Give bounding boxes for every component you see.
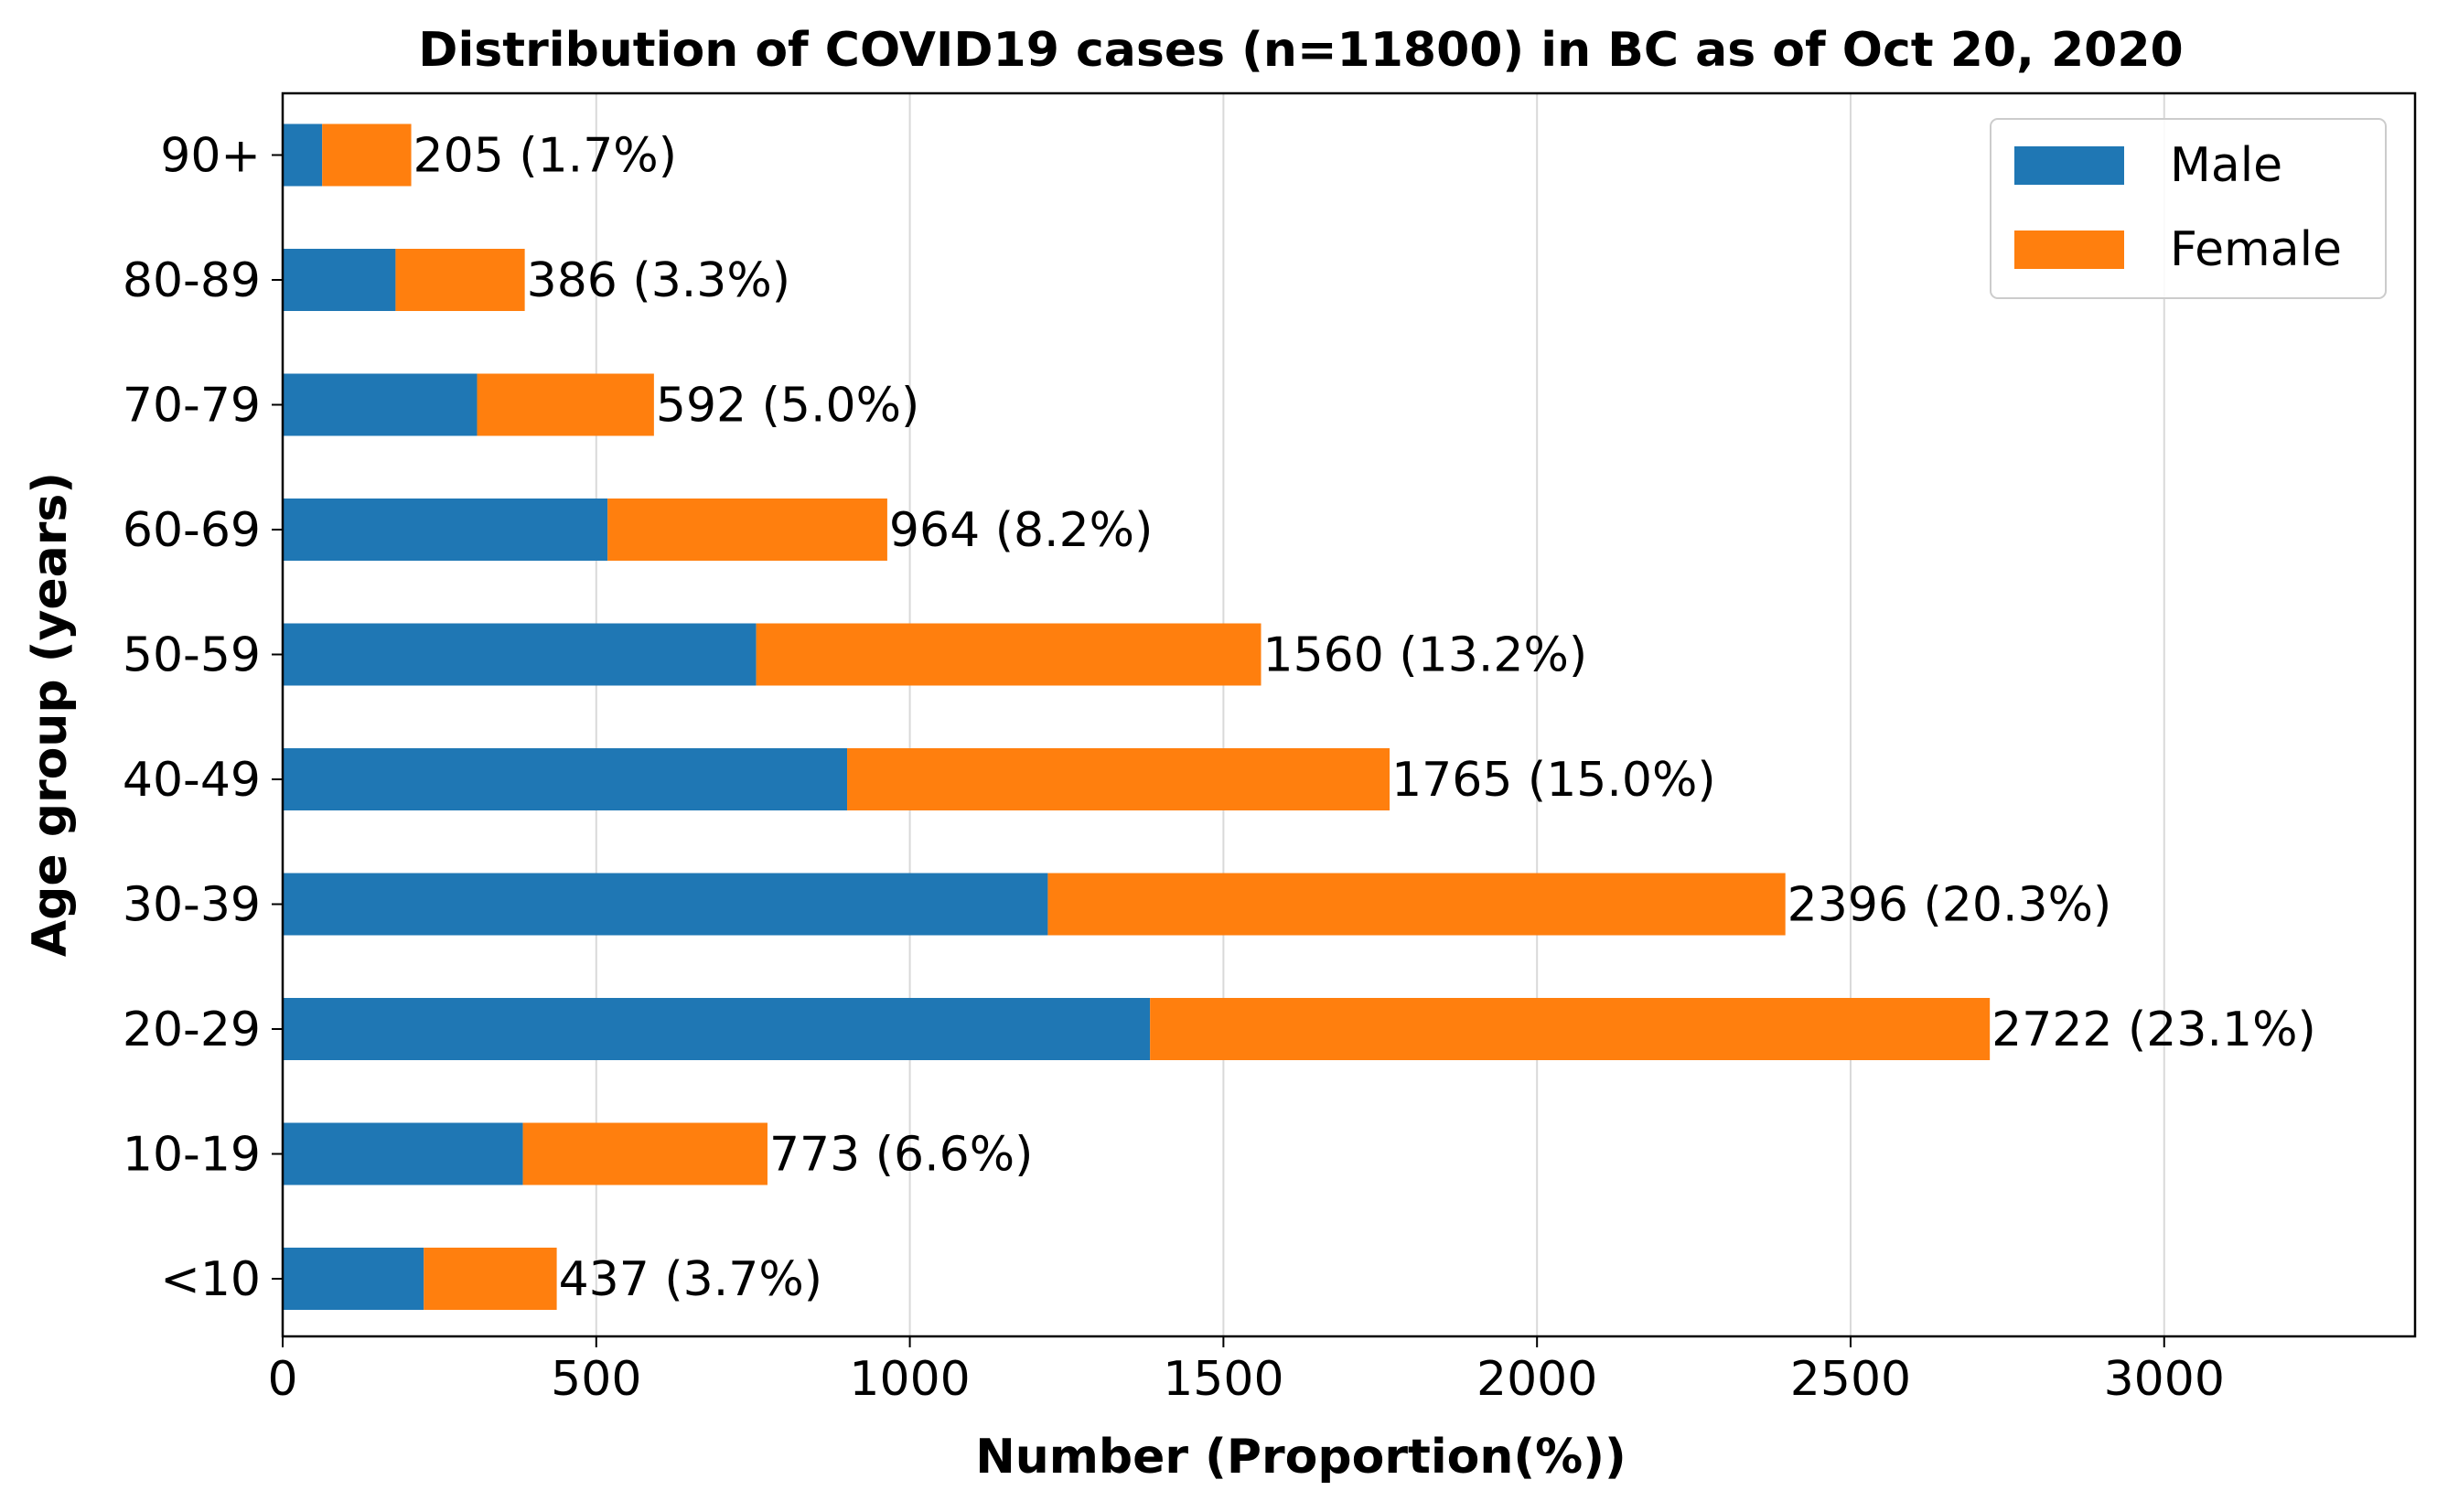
gridlines: [282, 93, 2165, 1336]
bar-female-8: [395, 249, 525, 311]
y-tick-label: <10: [160, 1252, 261, 1307]
y-tick-label: 60-69: [123, 503, 261, 558]
y-tick-label: 20-29: [123, 1003, 261, 1057]
legend-label-male: Male: [2170, 138, 2282, 193]
x-axis-label: Number (Proportion(%)): [975, 1430, 1626, 1485]
x-tick-label: 3000: [2104, 1352, 2225, 1407]
y-tick-label: 90+: [160, 129, 261, 184]
bar-male-8: [283, 249, 396, 311]
bar-female-1: [522, 1122, 768, 1185]
data-label: 1765 (15.0%): [1391, 753, 1716, 808]
y-tick-label: 50-59: [123, 628, 261, 683]
bar-female-4: [847, 748, 1390, 810]
y-axis-label: Age group (years): [23, 472, 78, 957]
bar-male-3: [283, 873, 1048, 936]
legend-swatch-female: [2014, 231, 2124, 269]
x-tick-label: 0: [267, 1352, 297, 1407]
data-label: 773 (6.6%): [769, 1128, 1033, 1183]
bar-female-2: [1150, 998, 1991, 1060]
y-tick-label: 80-89: [123, 253, 261, 308]
data-label: 964 (8.2%): [889, 503, 1153, 558]
bar-female-5: [756, 623, 1261, 686]
bar-female-7: [477, 373, 654, 436]
x-tick-label: 1000: [849, 1352, 970, 1407]
y-tick-label: 30-39: [123, 878, 261, 933]
data-label: 386 (3.3%): [527, 253, 790, 308]
bar-male-9: [283, 123, 323, 187]
legend: Male Female: [1990, 118, 2387, 299]
bar-male-5: [283, 623, 757, 686]
data-label: 592 (5.0%): [656, 379, 919, 434]
x-tick-label: 1500: [1163, 1352, 1283, 1407]
data-labels: 437 (3.7%) 773 (6.6%) 2722 (23.1%) 2396 (20…: [413, 129, 2316, 1308]
data-label: 437 (3.7%): [559, 1252, 822, 1307]
legend-label-female: Female: [2170, 222, 2342, 277]
bar-male-1: [283, 1122, 523, 1185]
bar-male-7: [283, 373, 478, 436]
y-tick-label: 70-79: [123, 379, 261, 434]
x-tick-label: 2000: [1476, 1352, 1597, 1407]
data-label: 205 (1.7%): [413, 129, 677, 184]
x-tick-label: 2500: [1790, 1352, 1911, 1407]
bar-female-3: [1047, 873, 1786, 936]
bars: [283, 123, 1991, 1310]
plot-frame: [281, 91, 2417, 1338]
bar-female-6: [607, 499, 887, 561]
bar-female-0: [424, 1248, 557, 1310]
bar-male-2: [283, 998, 1151, 1060]
chart-title: Distribution of COVID19 cases (n=11800) …: [418, 23, 2183, 78]
axes: 0 500 1000 1500 2000 2500 3000 <10 10-19 20-29 30-…: [123, 91, 2417, 1407]
y-tick-label: 10-19: [123, 1128, 261, 1183]
legend-swatch-male: [2014, 146, 2124, 185]
bar-female-9: [322, 123, 412, 187]
y-tick-label: 40-49: [123, 753, 261, 808]
data-label: 2396 (20.3%): [1787, 878, 2112, 933]
bar-male-4: [283, 748, 848, 810]
bar-male-0: [283, 1248, 424, 1310]
x-tick-label: 500: [551, 1352, 641, 1407]
data-label: 2722 (23.1%): [1991, 1003, 2316, 1057]
bar-male-6: [283, 499, 608, 561]
data-label: 1560 (13.2%): [1263, 628, 1588, 683]
